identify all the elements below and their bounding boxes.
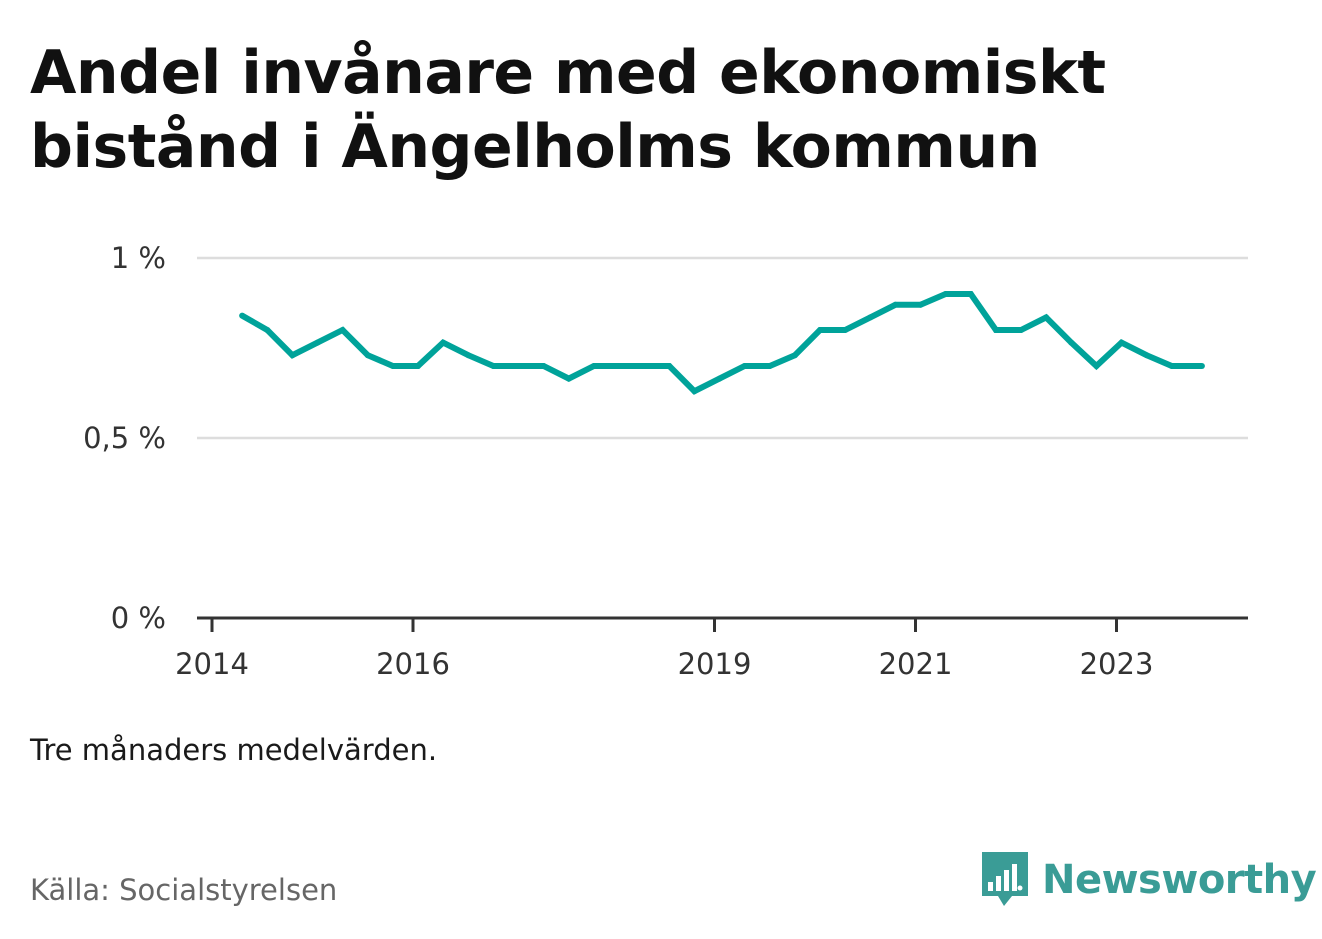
x-tick-label: 2016 [376, 647, 450, 681]
data-point [515, 363, 522, 369]
series-line [240, 291, 1202, 395]
line-chart: 0 % 0,5 % 1 % 2014 2016 2019 2021 2023 [83, 241, 1248, 681]
data-point [540, 363, 547, 369]
data-point [264, 327, 271, 333]
data-point [1143, 352, 1150, 359]
data-point [1018, 327, 1025, 333]
data-point [741, 363, 748, 369]
data-point [590, 363, 597, 369]
data-point [691, 388, 698, 395]
data-point [791, 352, 798, 359]
data-point [440, 339, 447, 346]
x-axis-ticks: 2014 2016 2019 2021 2023 [175, 618, 1153, 681]
data-point [239, 312, 246, 319]
data-point [942, 291, 949, 297]
data-point [1093, 363, 1100, 369]
y-tick-label: 0 % [111, 601, 166, 635]
y-tick-label: 1 % [111, 241, 166, 275]
bar-chart-speech-bubble-icon [982, 852, 1028, 906]
data-point [490, 363, 497, 369]
data-point [917, 301, 924, 308]
data-point [565, 375, 572, 382]
x-tick-label: 2021 [879, 647, 953, 681]
data-point [1118, 339, 1125, 346]
data-point [867, 314, 874, 321]
data-point [716, 375, 723, 382]
data-point [892, 301, 899, 308]
data-point [817, 327, 824, 333]
chart-title: Andel invånare med ekonomiskt bistånd i … [30, 38, 1106, 182]
data-point [992, 327, 999, 333]
data-point [415, 363, 422, 369]
data-point [641, 363, 648, 369]
data-point [842, 327, 849, 333]
brand-logo: Newsworthy [980, 850, 1317, 910]
gridlines [197, 256, 1248, 440]
brand-name: Newsworthy [1042, 857, 1317, 903]
data-point [1168, 363, 1175, 369]
y-tick-label: 0,5 % [83, 421, 166, 455]
data-point [666, 363, 673, 369]
data-point [289, 352, 296, 359]
data-point [1068, 339, 1075, 346]
data-point [616, 363, 623, 369]
chart-note: Tre månaders medelvärden. [30, 733, 438, 767]
data-point [339, 327, 346, 333]
data-point [465, 352, 472, 359]
data-point [389, 363, 396, 369]
data-point [967, 291, 974, 297]
series-points [239, 291, 1205, 395]
data-point [314, 339, 321, 346]
data-point [766, 363, 773, 369]
x-tick-label: 2019 [678, 647, 752, 681]
x-tick-label: 2014 [175, 647, 249, 681]
x-tick-label: 2023 [1080, 647, 1154, 681]
y-axis-ticks: 0 % 0,5 % 1 % [83, 241, 166, 635]
data-point [1198, 363, 1205, 369]
source-label: Källa: Socialstyrelsen [30, 873, 338, 907]
data-point [1043, 314, 1050, 321]
data-point [364, 352, 371, 359]
